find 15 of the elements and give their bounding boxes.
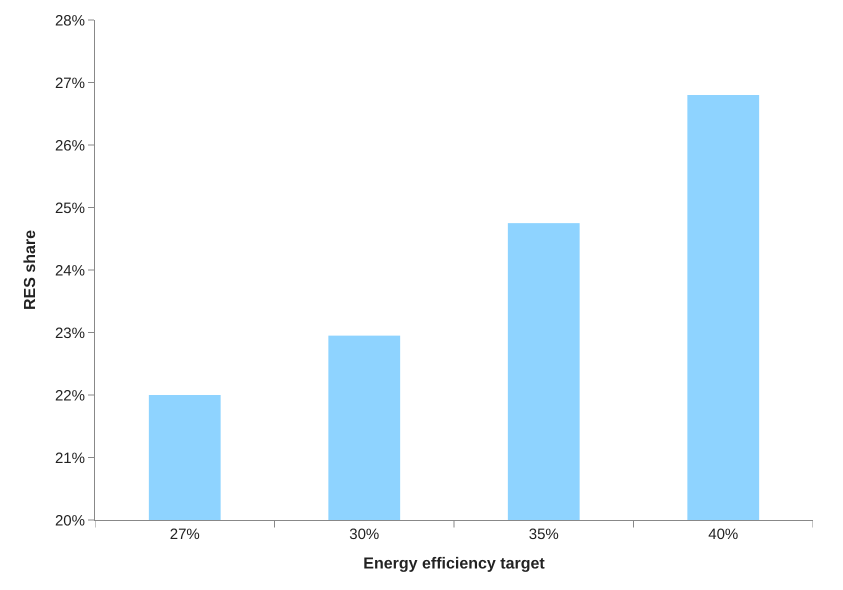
x-tick-label: 35% [528, 526, 559, 543]
y-tick-label: 24% [54, 262, 85, 280]
y-tick-label: 25% [54, 200, 85, 217]
y-tick-label: 20% [54, 512, 85, 530]
y-tick-label: 27% [54, 74, 85, 92]
y-tick-label: 26% [54, 137, 85, 154]
x-axis-title: Energy efficiency target [363, 556, 546, 573]
y-tick-label: 28% [54, 12, 85, 30]
x-tick-label: 27% [170, 526, 200, 543]
x-tick-label: 40% [708, 526, 738, 543]
x-tick-label: 30% [349, 526, 380, 543]
y-tick-label: 23% [54, 324, 85, 342]
y-tick-label: 21% [54, 450, 85, 467]
y-tick-label: 22% [54, 387, 85, 404]
y-axis-title: RES share [22, 230, 39, 310]
